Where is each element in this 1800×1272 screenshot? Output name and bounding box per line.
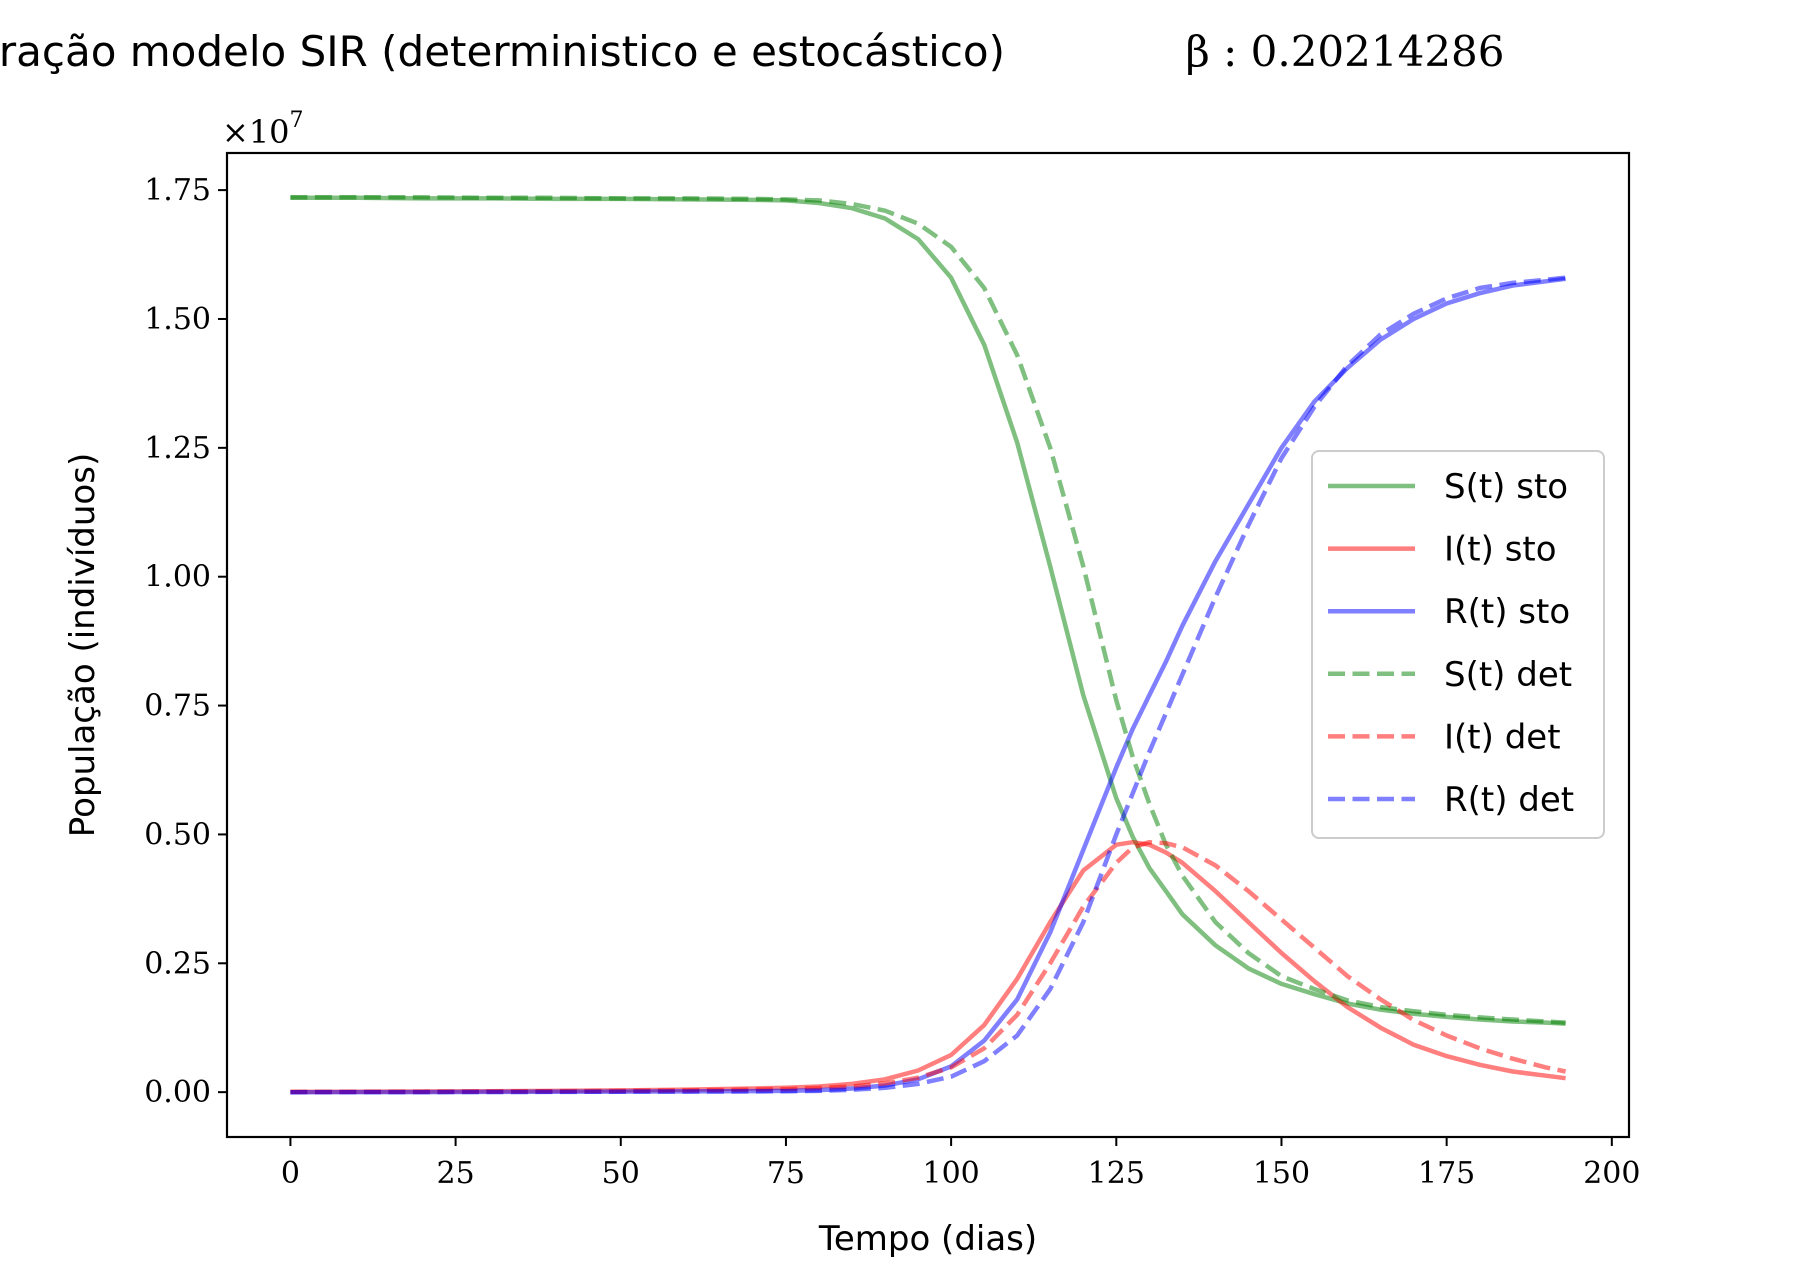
legend-label-s-t-sto: S(t) sto	[1444, 467, 1568, 507]
y-axis-label: População (indivíduos)	[63, 453, 103, 837]
series-lines	[290, 195, 1567, 1095]
y-tick-label: 0.50	[144, 817, 211, 852]
series-line-s-t-det	[290, 195, 1566, 1025]
x-axis: 0 25 50 75 100 125 150 175 200	[281, 1137, 1640, 1191]
x-tick-label: 125	[1088, 1156, 1145, 1191]
x-tick-label: 75	[767, 1156, 805, 1191]
chart-title-text: Comparação modelo SIR (deterministico e …	[0, 27, 1005, 76]
x-tick-label: 150	[1253, 1156, 1310, 1191]
series-line-i-t-sto	[290, 839, 1566, 1095]
y-offset-base: ×10	[222, 113, 290, 151]
y-tick-label: 1.75	[144, 173, 211, 208]
y-offset-text: ×107	[222, 108, 304, 151]
x-tick-label: 200	[1583, 1156, 1640, 1191]
legend-label-r-t-sto: R(t) sto	[1444, 592, 1570, 632]
series-line-r-t-det	[290, 275, 1566, 1095]
y-tick-label: 0.25	[144, 946, 211, 981]
x-axis-label: Tempo (dias)	[818, 1219, 1037, 1259]
legend-label-i-t-sto: I(t) sto	[1444, 530, 1557, 570]
x-tick-label: 100	[922, 1156, 979, 1191]
x-tick-label: 175	[1418, 1156, 1475, 1191]
chart-title-beta: β : 0.20214286	[1186, 27, 1505, 76]
y-tick-label: 1.50	[144, 302, 211, 337]
y-offset-exponent: 7	[290, 108, 304, 133]
legend-label-r-t-det: R(t) det	[1444, 780, 1574, 820]
chart-title: Comparação modelo SIR (deterministico e …	[0, 27, 1504, 76]
x-tick-label: 25	[437, 1156, 475, 1191]
x-tick-label: 50	[602, 1156, 640, 1191]
legend-label-s-t-det: S(t) det	[1444, 655, 1572, 695]
series-line-i-t-det	[290, 839, 1567, 1095]
legend-items: S(t) sto I(t) sto R(t) sto S(t) det I(t) det…	[1328, 467, 1574, 820]
y-tick-label: 0.00	[144, 1075, 211, 1110]
y-tick-label: 1.00	[144, 560, 211, 595]
y-tick-label: 0.75	[144, 689, 211, 724]
y-axis: 0.00 0.25 0.50 0.75 1.00 1.25 1.50 1.75	[144, 173, 227, 1110]
plot-frame	[225, 151, 1631, 1139]
legend-label-i-t-det: I(t) det	[1444, 717, 1561, 757]
legend: S(t) sto I(t) sto R(t) sto S(t) det I(t) det…	[1311, 450, 1605, 839]
y-tick-label: 1.25	[144, 431, 211, 466]
x-tick-label: 0	[281, 1156, 300, 1191]
